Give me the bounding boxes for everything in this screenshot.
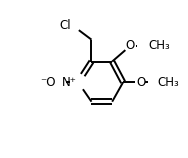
Text: O: O [137, 76, 146, 89]
Text: O: O [126, 39, 135, 52]
Text: CH₃: CH₃ [157, 76, 179, 89]
Text: ⁻O: ⁻O [41, 76, 56, 89]
Text: N⁺: N⁺ [62, 76, 77, 89]
Text: Cl: Cl [59, 18, 71, 32]
Text: CH₃: CH₃ [149, 39, 170, 52]
